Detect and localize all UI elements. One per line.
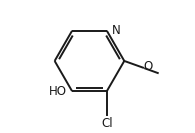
Text: O: O: [144, 61, 153, 73]
Text: N: N: [112, 24, 120, 37]
Text: HO: HO: [49, 85, 67, 98]
Text: Cl: Cl: [101, 117, 113, 130]
